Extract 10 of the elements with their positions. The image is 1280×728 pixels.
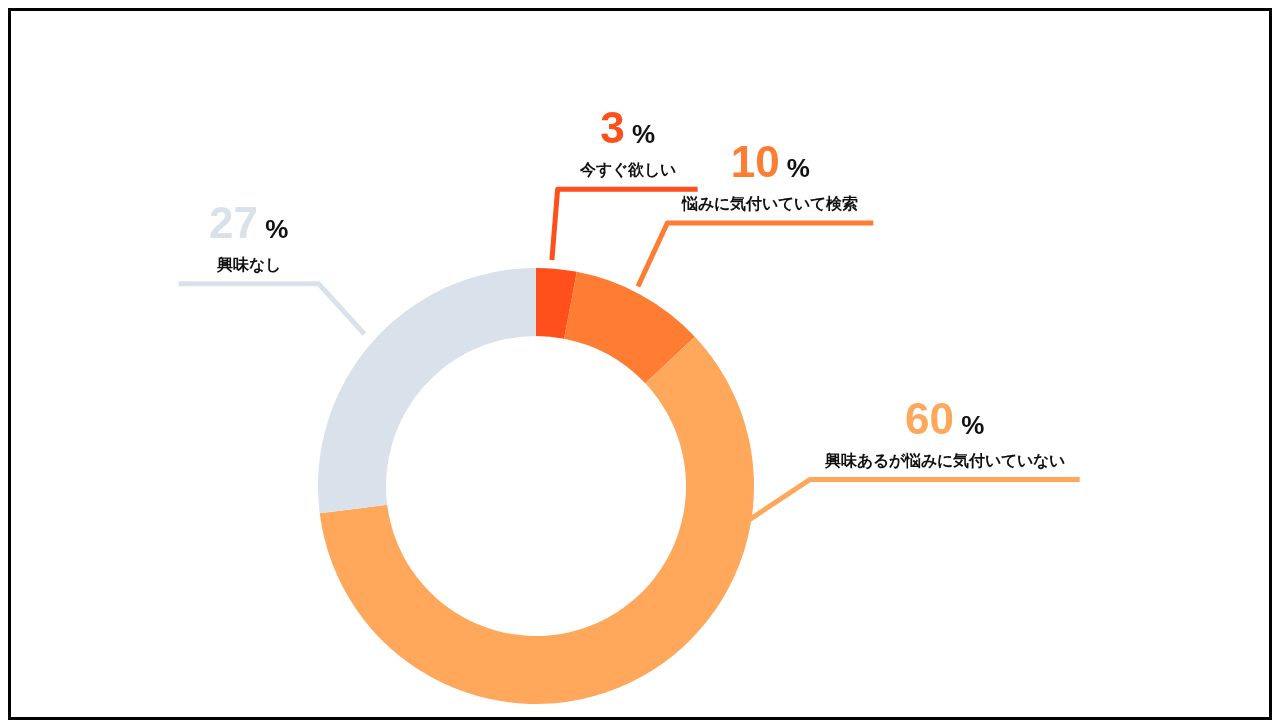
donut-slice <box>564 271 695 384</box>
slice-label: 悩みに気付いていて検索 <box>681 194 859 214</box>
donut-slice <box>318 268 536 514</box>
slice-label: 今すぐ欲しい <box>578 160 676 180</box>
data-label: 60 % <box>905 393 985 443</box>
data-label: 10 % <box>730 137 810 187</box>
slice-label: 興味あるが悩みに気付いていない <box>823 450 1065 470</box>
donut-slice <box>536 268 577 339</box>
slice-label: 興味なし <box>215 254 281 274</box>
data-label: 3 % <box>600 103 656 153</box>
